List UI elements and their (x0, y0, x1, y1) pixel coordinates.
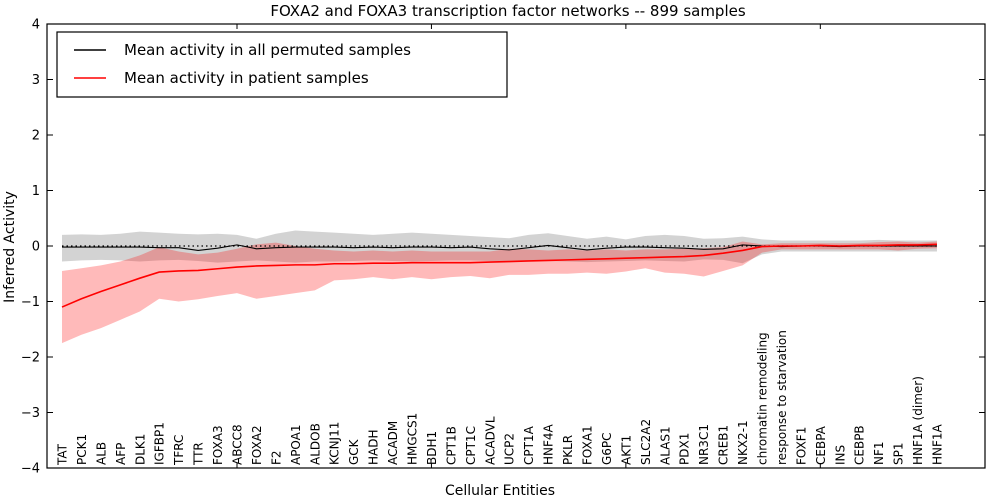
legend: Mean activity in all permuted samples Me… (56, 31, 508, 98)
confidence-bands (62, 230, 937, 344)
y-tick-label: 2 (32, 129, 40, 144)
x-tick-label: CPT1A (522, 425, 536, 465)
x-tick-label: FOXA2 (250, 425, 264, 465)
x-tick-label: ABCC8 (230, 424, 244, 465)
y-tick-labels: 4 3 2 1 0 −1 −2 −3 −4 (21, 18, 40, 477)
x-tick-label: AKT1 (619, 435, 633, 465)
x-tick-label: AFP (114, 443, 128, 465)
legend-box (56, 31, 508, 98)
series-lines (61, 243, 938, 308)
x-tick-label: ACADVL (483, 416, 497, 465)
x-tick-label: PKLR (561, 435, 575, 465)
x-tick-label: ALAS1 (658, 426, 672, 465)
x-tick-label: APOA1 (289, 424, 303, 465)
x-tick-label: ALDOB (308, 423, 322, 465)
x-tick-label: CEBPB (853, 425, 867, 465)
y-tick-label: 0 (32, 240, 40, 255)
y-tick-label: −2 (21, 351, 40, 366)
x-tick-label: G6PC (600, 432, 614, 465)
x-tick-label: IGFBP1 (153, 422, 167, 465)
x-tick-label: GCK (347, 438, 361, 465)
x-tick-label: HMGCS1 (405, 413, 419, 465)
patient-band (62, 241, 937, 344)
x-tick-label: PDX1 (678, 433, 692, 465)
x-tick-label: CREB1 (717, 425, 731, 465)
x-tick-label: TFRC (172, 435, 186, 466)
x-tick-label: chromatin remodeling (755, 332, 769, 465)
x-tick-label: ACADM (386, 421, 400, 465)
y-tick-label: 1 (32, 184, 40, 199)
y-axis-title: Inferred Activity (2, 191, 18, 303)
x-tick-label: FOXA3 (211, 425, 225, 465)
x-tick-label: SLC2A2 (639, 419, 653, 465)
y-tick-label: −4 (21, 462, 40, 477)
x-tick-label: HNF4A (542, 423, 556, 465)
x-tick-label: HNF1A (930, 423, 944, 465)
x-tick-label: NR3C1 (697, 424, 711, 465)
axis-ticks (47, 23, 985, 469)
legend-label-patient: Mean activity in patient samples (124, 69, 369, 87)
x-tick-label: CPT1C (464, 426, 478, 465)
y-tick-label: −1 (21, 295, 40, 310)
x-tick-label: HNF1A (dimer) (911, 376, 925, 465)
y-tick-label: −3 (21, 406, 40, 421)
y-tick-label: 4 (32, 18, 40, 33)
x-tick-label: DLK1 (133, 434, 147, 465)
x-tick-label: CEBPA (814, 425, 828, 465)
x-tick-label: response to starvation (775, 330, 789, 465)
permuted-band (62, 230, 937, 264)
x-tick-label: UCP2 (503, 433, 517, 465)
x-tick-label: F2 (269, 450, 283, 465)
x-tick-label: SP1 (892, 443, 906, 466)
x-tick-label: FOXA1 (580, 425, 594, 465)
x-tick-label: TAT (56, 443, 70, 466)
x-tick-label: NKX2-1 (736, 420, 750, 465)
x-tick-labels: TAT PCK1 ALB AFP DLK1 IGFBP1 TFRC TTR FOXA3 ABCC8… (56, 330, 945, 466)
chart-title: FOXA2 and FOXA3 transcription factor net… (270, 2, 746, 20)
y-tick-label: 3 (32, 73, 40, 88)
legend-label-permuted: Mean activity in all permuted samples (124, 41, 411, 59)
x-tick-label: BDH1 (425, 431, 439, 465)
x-tick-label: ALB (94, 442, 108, 465)
x-tick-label: TTR (192, 442, 206, 466)
x-tick-label: FOXF1 (794, 427, 808, 465)
x-tick-label: INS (833, 445, 847, 465)
x-tick-label: NF1 (872, 441, 886, 465)
x-axis-title: Cellular Entities (445, 483, 555, 499)
x-tick-label: KCNJ11 (328, 422, 342, 465)
x-tick-label: CPT1B (444, 426, 458, 465)
x-tick-label: HADH (367, 430, 381, 466)
patient-mean-line (61, 243, 938, 308)
x-tick-label: PCK1 (75, 434, 89, 465)
